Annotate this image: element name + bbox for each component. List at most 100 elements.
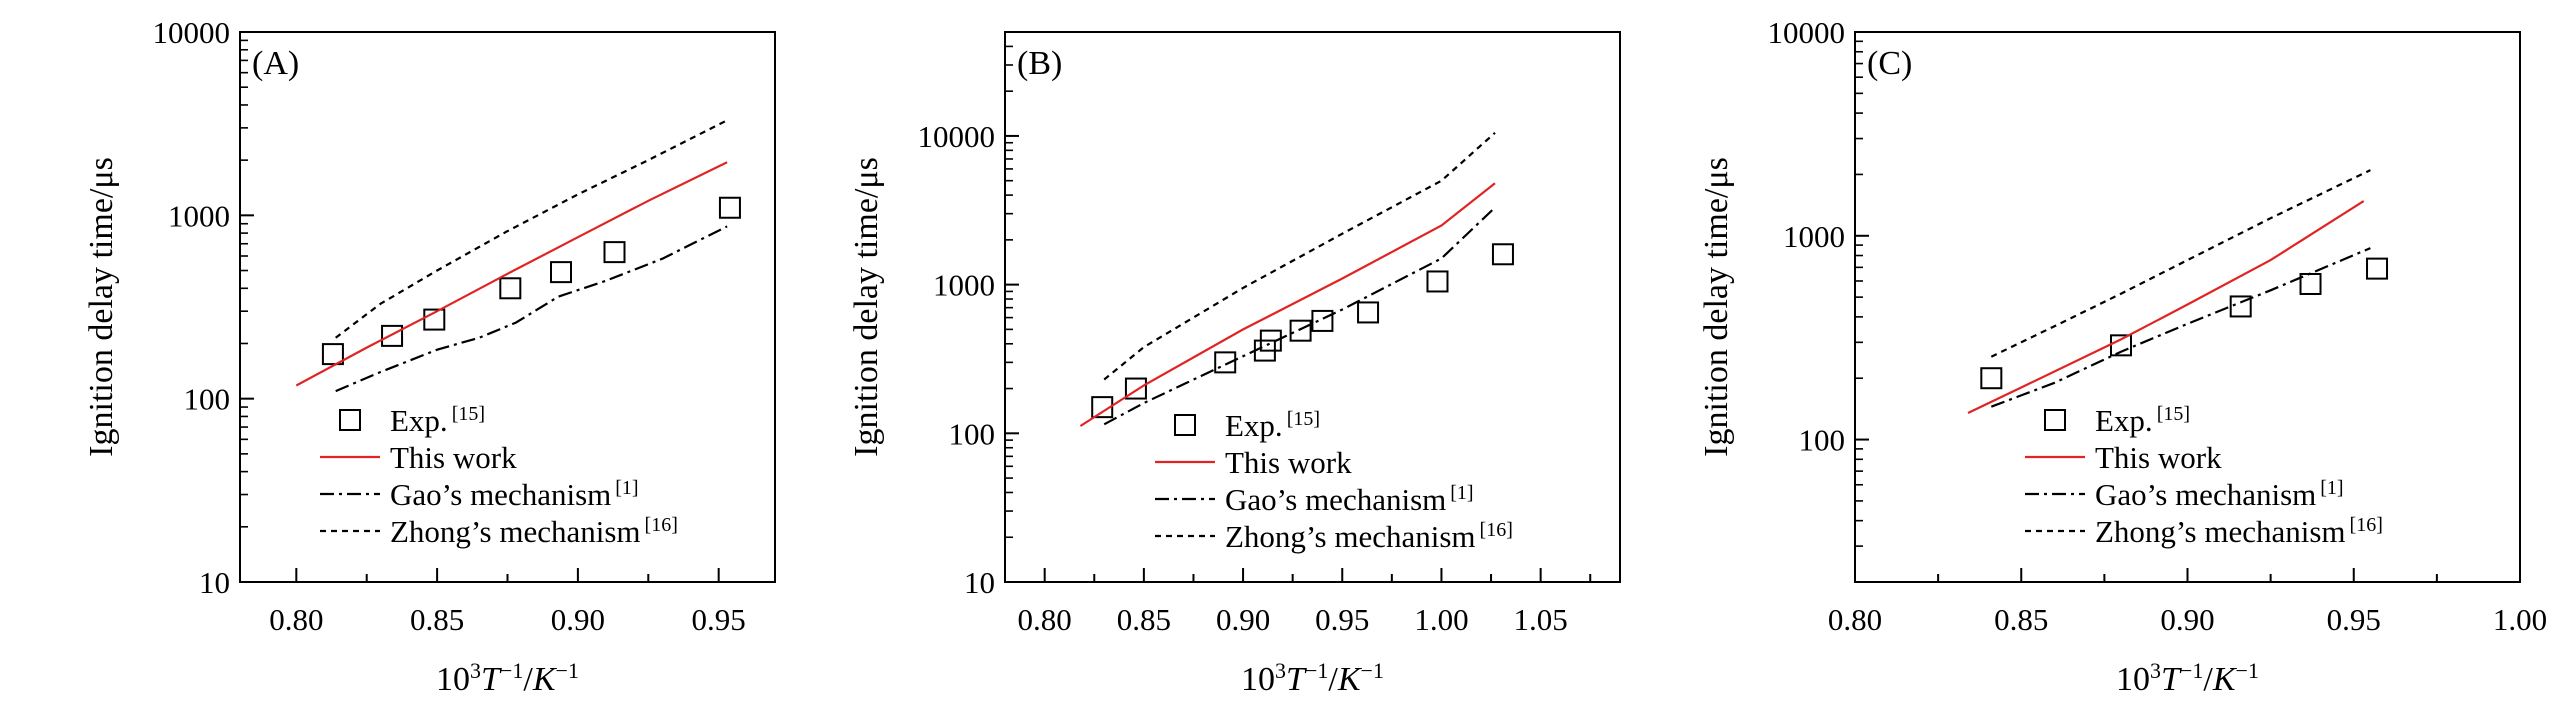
- legend-label: This work: [2095, 440, 2222, 475]
- exp-data-point: [1124, 377, 1147, 400]
- x-axis-label-sup3: −1: [2236, 658, 2259, 683]
- chart-panel-c: 0.80 0.85 0.90 0.95 1.00 100 1000 10000 (C) Ignit…: [1698, 15, 2547, 698]
- x-axis-label: 103T−1/K−1: [1241, 658, 1384, 699]
- x-tick-label: 0.95: [2327, 602, 2381, 637]
- exp-data-point: [321, 343, 344, 366]
- x-tick-label: 0.80: [269, 602, 323, 637]
- series-line-dashdot: [1990, 247, 2371, 408]
- y-tick-label: 10000: [153, 15, 231, 50]
- legend-label: Exp. [15]: [1225, 408, 1320, 443]
- series-line-dotted: [1990, 169, 2371, 358]
- legend-label-text: This work: [390, 440, 517, 475]
- legend-label-text: Gao’s mechanism: [1225, 482, 1446, 517]
- x-axis-label-slash: /: [523, 661, 533, 698]
- x-axis-label-sup1: 3: [470, 658, 481, 683]
- legend-label: Zhong’s mechanism [16]: [1225, 519, 1513, 554]
- legend-label: Exp. [15]: [390, 403, 485, 438]
- legend-label: Gao’s mechanism [1]: [1225, 482, 1474, 517]
- legend-label-ref: [15]: [452, 403, 485, 425]
- series-line-dashdot: [1103, 206, 1496, 426]
- panel-label: (B): [1017, 45, 1062, 82]
- legend-label: This work: [390, 440, 517, 475]
- panel-label: (A): [252, 45, 299, 82]
- x-axis-label-prefix: 10: [1241, 661, 1275, 698]
- exp-data-point: [2229, 295, 2252, 318]
- y-axis-label: Ignition delay time/μs: [848, 157, 885, 457]
- series-line-dotted: [335, 119, 728, 339]
- legend-label-text: Gao’s mechanism: [390, 477, 611, 512]
- x-tick-label: 0.80: [1828, 602, 1882, 637]
- legend-label: Zhong’s mechanism [16]: [2095, 514, 2383, 549]
- legend-label: Gao’s mechanism [1]: [390, 477, 639, 512]
- x-axis-label-prefix: 10: [436, 661, 470, 698]
- legend-label-ref: [1]: [2320, 477, 2343, 499]
- legend-label-ref: [16]: [1480, 519, 1513, 541]
- x-axis-label: 103T−1/K−1: [436, 658, 579, 699]
- x-axis-label-sup1: 3: [2150, 658, 2161, 683]
- legend-label: Exp. [15]: [2095, 403, 2190, 438]
- exp-data-point: [1491, 243, 1514, 266]
- x-axis-label: 103T−1/K−1: [2116, 658, 2259, 699]
- legend-label-text: Zhong’s mechanism: [2095, 514, 2346, 549]
- exp-data-point: [603, 241, 626, 264]
- x-axis-label-slash: /: [2203, 661, 2213, 698]
- legend-label-text: Exp.: [1225, 408, 1283, 443]
- x-axis-label-K: K: [1337, 661, 1363, 698]
- x-axis-label-prefix: 10: [2116, 661, 2150, 698]
- legend-marker-square: [339, 409, 361, 431]
- exp-data-point: [1426, 270, 1449, 293]
- x-tick-label: 0.85: [1994, 602, 2048, 637]
- exp-data-point: [381, 324, 404, 347]
- x-tick-label: 1.05: [1514, 602, 1568, 637]
- x-axis-label-sup2: −1: [2180, 658, 2203, 683]
- series-line-solid: [1967, 200, 2365, 414]
- x-axis-label-slash: /: [1328, 661, 1338, 698]
- legend-label-text: This work: [1225, 445, 1352, 480]
- exp-data-point: [1091, 396, 1114, 419]
- exp-data-point: [1980, 367, 2003, 390]
- exp-data-point: [2299, 272, 2322, 295]
- y-tick-label: 100: [949, 416, 996, 451]
- exp-data-point: [718, 196, 741, 219]
- chart-panel-b: 0.80 0.85 0.90 0.95 1.00 1.05 10 100 1000 10000 (B…: [848, 31, 1621, 699]
- y-tick-label: 100: [1799, 423, 1846, 458]
- exp-data-point: [1214, 351, 1237, 374]
- x-tick-label: 0.85: [410, 602, 464, 637]
- x-axis-label-T: T: [2161, 661, 2182, 698]
- y-tick-label: 10000: [918, 119, 996, 154]
- x-tick-label: 0.90: [1216, 602, 1270, 637]
- x-tick-label: 0.90: [2160, 602, 2214, 637]
- legend-label: Zhong’s mechanism [16]: [390, 514, 678, 549]
- y-axis-label: Ignition delay time/μs: [1698, 157, 1735, 457]
- y-tick-label: 10: [964, 565, 995, 600]
- chart-panel-a: 0.80 0.85 0.90 0.95 10 100 1000 10000 (A) Ignitio…: [83, 15, 776, 699]
- legend-label-text: Zhong’s mechanism: [390, 514, 641, 549]
- x-axis-label-sup1: 3: [1275, 658, 1286, 683]
- series-line-dashdot: [335, 225, 728, 393]
- x-tick-label: 0.95: [692, 602, 746, 637]
- legend-label-text: This work: [2095, 440, 2222, 475]
- x-axis-label-sup2: −1: [500, 658, 523, 683]
- legend-marker-square: [2044, 409, 2066, 431]
- y-tick-label: 1000: [168, 198, 230, 233]
- series-line-solid: [1079, 182, 1496, 427]
- y-tick-label: 1000: [1783, 219, 1845, 254]
- x-axis-label-T: T: [481, 661, 502, 698]
- x-tick-label: 0.90: [551, 602, 605, 637]
- exp-data-point: [423, 308, 446, 331]
- legend-label-text: Exp.: [390, 403, 448, 438]
- x-tick-label: 1.00: [2493, 602, 2547, 637]
- exp-data-point: [550, 261, 572, 284]
- y-tick-label: 10000: [1768, 15, 1846, 50]
- y-tick-label: 10: [199, 565, 230, 600]
- y-tick-label: 100: [184, 382, 231, 417]
- x-axis-label-sup2: −1: [1305, 658, 1328, 683]
- exp-data-point: [1289, 319, 1312, 342]
- x-axis-label-K: K: [532, 661, 558, 698]
- exp-data-point: [2366, 257, 2389, 280]
- legend-label-ref: [16]: [645, 514, 678, 536]
- legend-label-text: Zhong’s mechanism: [1225, 519, 1476, 554]
- legend-label-ref: [1]: [615, 477, 638, 499]
- x-tick-label: 0.80: [1018, 602, 1072, 637]
